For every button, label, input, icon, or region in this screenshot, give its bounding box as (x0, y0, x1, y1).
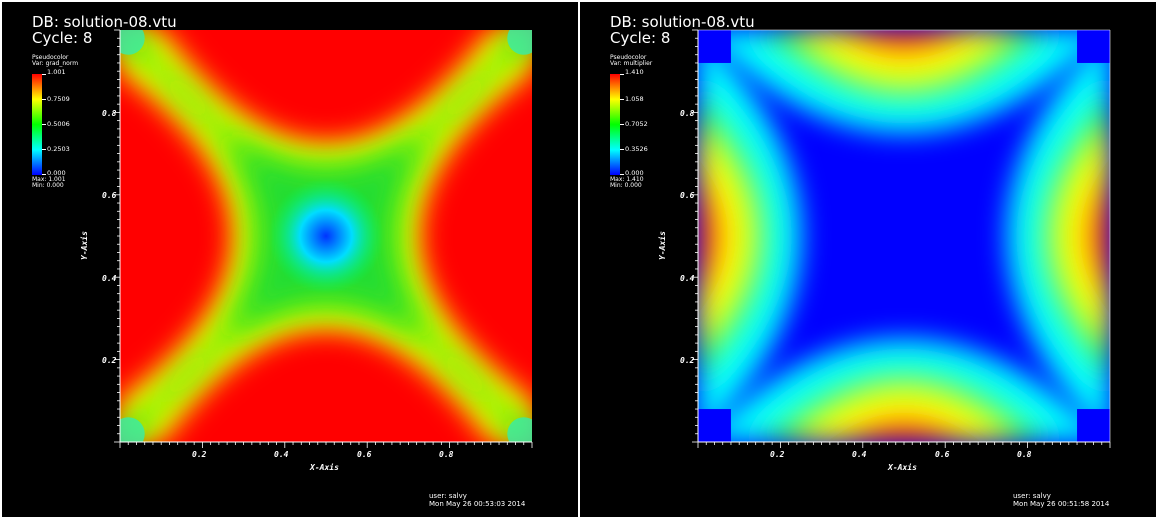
legend-tick-max: 1.410 (625, 68, 644, 76)
legend-tick: 0.7509 (47, 95, 70, 103)
legend-tick: 0.7052 (625, 120, 648, 128)
timestamp-label: Mon May 26 00:51:58 2014 (1013, 500, 1110, 508)
y-tick-label: 0.4 (680, 274, 695, 283)
legend-plot-kind: Pseudocolor (610, 54, 647, 61)
cycle-label: Cycle: 8 (32, 29, 93, 47)
user-label: user: salvy (429, 492, 467, 500)
x-tick-label: 0.8 (439, 450, 454, 459)
y-tick-label: 0.4 (102, 274, 117, 283)
y-tick-label: 0.2 (680, 356, 695, 365)
visualization-window-multiplier: DB: solution-08.vtu Cycle: 8 Pseudocolor… (580, 2, 1156, 517)
legend-plot-kind: Pseudocolor (32, 54, 69, 61)
legend-min: Min: 0.000 (32, 182, 64, 189)
user-label: user: salvy (1013, 492, 1051, 500)
x-tick-label: 0.8 (1017, 450, 1032, 459)
cycle-label: Cycle: 8 (610, 29, 671, 47)
color-legend-bar (610, 74, 620, 175)
legend-tick-min: 0.000 (47, 169, 66, 177)
legend-variable: Var: grad_norm (32, 60, 79, 67)
legend-tick: 0.3526 (625, 145, 648, 153)
x-tick-label: 0.2 (192, 450, 207, 459)
x-tick-label: 0.6 (357, 450, 372, 459)
database-label: DB: solution-08.vtu (32, 13, 177, 31)
legend-tick-min: 0.000 (625, 169, 644, 177)
y-tick-label: 0.6 (102, 191, 117, 200)
y-axis-label: Y-Axis (80, 231, 89, 260)
x-tick-label: 0.2 (770, 450, 785, 459)
y-tick-label: 0.2 (102, 356, 117, 365)
timestamp-label: Mon May 26 00:53:03 2014 (429, 500, 526, 508)
legend-tick-max: 1.001 (47, 68, 66, 76)
visualization-window-grad-norm: DB: solution-08.vtu Cycle: 8 Pseudocolor… (2, 2, 578, 517)
y-axis-label: Y-Axis (658, 231, 667, 260)
legend-variable: Var: multiplier (610, 60, 653, 67)
color-legend-bar (32, 74, 42, 175)
field-image-multiplier (698, 30, 1110, 442)
x-axis-label: X-Axis (888, 463, 917, 472)
legend-max: Max: 1.410 (610, 176, 644, 183)
x-tick-label: 0.6 (935, 450, 950, 459)
plot-area-grad-norm (120, 30, 532, 442)
legend-tick: 1.058 (625, 95, 644, 103)
legend-tick: 0.5006 (47, 120, 70, 128)
legend-min: Min: 0.000 (610, 182, 642, 189)
y-tick-label: 0.6 (680, 191, 695, 200)
field-image-grad-norm (120, 30, 532, 442)
x-tick-label: 0.4 (852, 450, 867, 459)
y-tick-label: 0.8 (102, 109, 117, 118)
x-axis-label: X-Axis (310, 463, 339, 472)
legend-max: Max: 1.001 (32, 176, 66, 183)
plot-area-multiplier (698, 30, 1110, 442)
x-tick-label: 0.4 (274, 450, 289, 459)
y-tick-label: 0.8 (680, 109, 695, 118)
legend-tick: 0.2503 (47, 145, 70, 153)
database-label: DB: solution-08.vtu (610, 13, 755, 31)
